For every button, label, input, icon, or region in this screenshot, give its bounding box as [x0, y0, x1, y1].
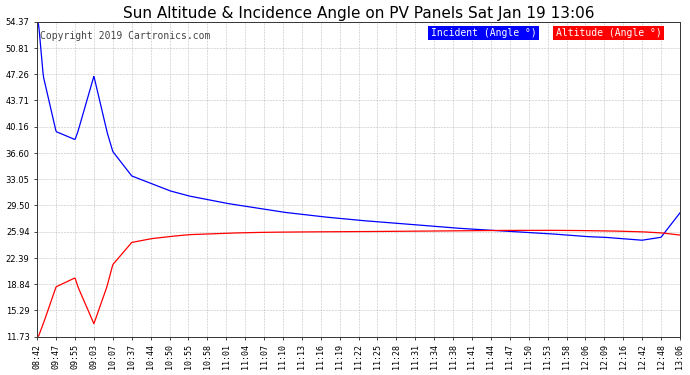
Text: Copyright 2019 Cartronics.com: Copyright 2019 Cartronics.com [41, 31, 210, 41]
Text: Incident (Angle °): Incident (Angle °) [431, 28, 536, 38]
Title: Sun Altitude & Incidence Angle on PV Panels Sat Jan 19 13:06: Sun Altitude & Incidence Angle on PV Pan… [123, 6, 594, 21]
Text: Altitude (Angle °): Altitude (Angle °) [556, 28, 662, 38]
